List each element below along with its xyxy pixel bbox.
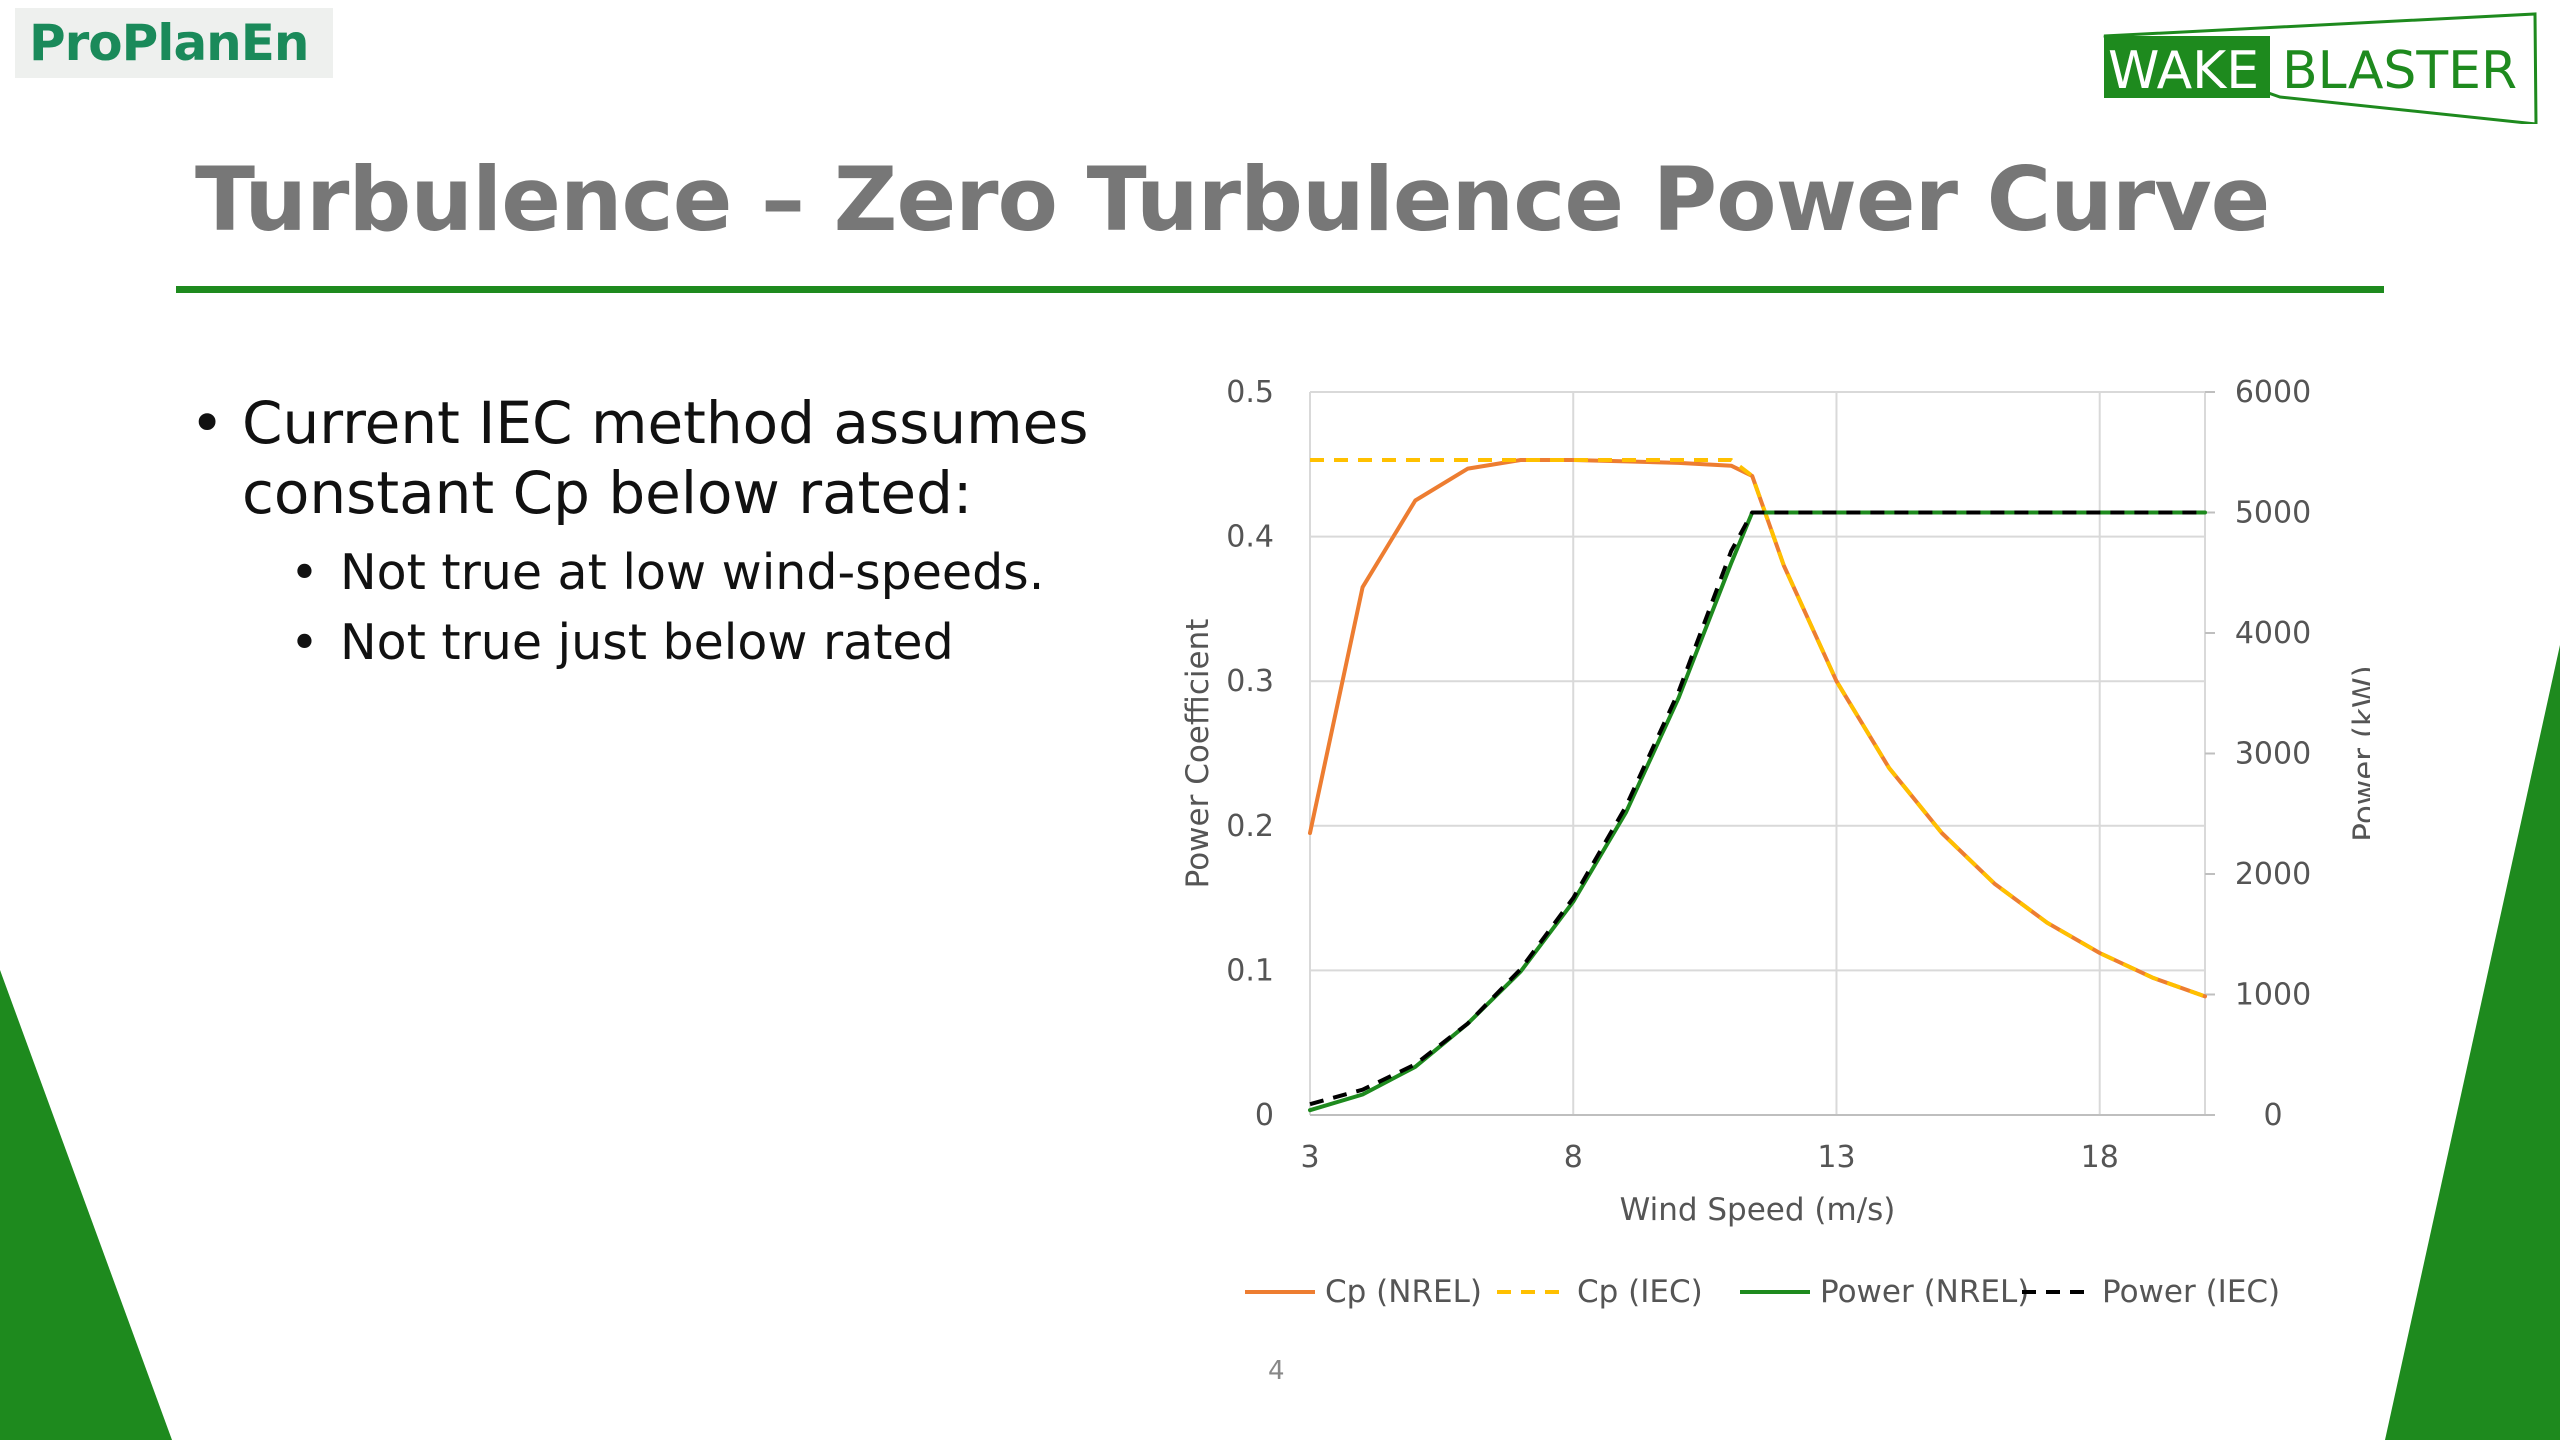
left-corner-triangle: [0, 970, 172, 1440]
title-underline: [176, 286, 2384, 293]
series-line-power-iec: [1309, 510, 2205, 1107]
legend-label: Cp (IEC): [1577, 1274, 1703, 1310]
y-tick-label: 0: [1255, 1098, 1274, 1133]
page-number: 4: [1268, 1356, 1285, 1386]
y2-axis-title: Power (kW): [2347, 665, 2370, 841]
y2-tick-label: 0: [2263, 1098, 2282, 1133]
x-tick-label: 18: [2081, 1140, 2119, 1175]
brand-logo: WAKE BLASTER: [2103, 12, 2538, 124]
y2-tick-label: 6000: [2235, 375, 2311, 410]
y-axis-title: Power Coefficient: [1180, 619, 1216, 889]
y-tick-label: 0.2: [1226, 809, 1274, 844]
y2-tick-label: 2000: [2235, 857, 2311, 892]
legend-label: Power (IEC): [2102, 1274, 2280, 1310]
series-line-cp-nrel: [1308, 458, 2207, 999]
x-tick-label: 8: [1564, 1140, 1583, 1175]
y2-tick-label: 4000: [2235, 616, 2311, 651]
sub-bullet-item: Not true at low wind-speeds.: [190, 538, 1130, 608]
slide-title: Turbulence – Zero Turbulence Power Curve: [195, 148, 2270, 251]
y2-tick-label: 1000: [2235, 978, 2311, 1013]
y2-tick-label: 5000: [2235, 496, 2311, 531]
x-tick-label: 3: [1300, 1140, 1319, 1175]
sub-bullet-item: Not true just below rated: [190, 608, 1130, 678]
legend-label: Cp (NREL): [1325, 1274, 1482, 1310]
brand-logo-blaster: BLASTER: [2282, 41, 2517, 101]
legend-label: Power (NREL): [1820, 1274, 2029, 1310]
y-tick-label: 0.4: [1226, 520, 1274, 555]
y-tick-label: 0.5: [1226, 375, 1274, 410]
x-axis-title: Wind Speed (m/s): [1620, 1192, 1896, 1228]
brand-logo-green-block: [2104, 36, 2270, 98]
y2-tick-label: 3000: [2235, 737, 2311, 772]
brand-logo-wake: WAKE: [2108, 41, 2259, 101]
y-tick-label: 0.3: [1226, 664, 1274, 699]
power-curve-chart: 0 0.1 0.2 0.3 0.4 0.5 0 1000 2000 3000 4000 5000 600…: [1180, 375, 2370, 1310]
right-corner-triangle: [2385, 645, 2560, 1440]
series-line-power-nrel: [1308, 510, 2207, 1113]
bullet-item: Current IEC method assumes constant Cp b…: [190, 388, 1130, 528]
y-tick-label: 0.1: [1226, 953, 1274, 988]
x-tick-label: 13: [1817, 1140, 1855, 1175]
org-logo: ProPlanEn: [15, 8, 333, 78]
bullet-list: Current IEC method assumes constant Cp b…: [190, 388, 1130, 678]
series-line-cp-iec: [1310, 458, 2206, 999]
